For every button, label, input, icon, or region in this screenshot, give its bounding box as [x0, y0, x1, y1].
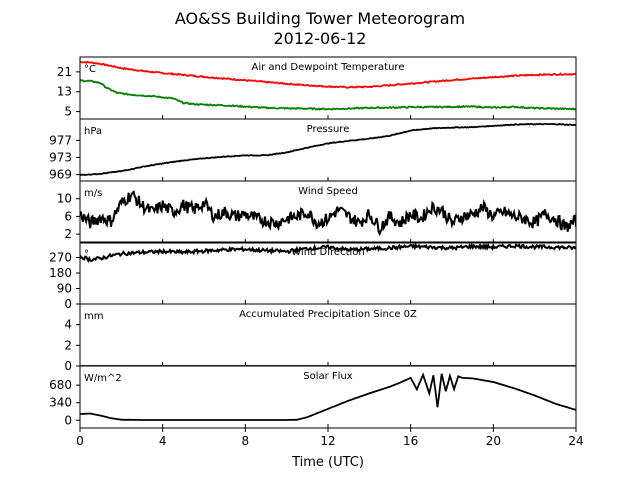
panel-title: Air and Dewpoint Temperature: [252, 62, 405, 73]
y-tick-label: 0: [64, 359, 72, 373]
x-axis: 0 4 8 12 16 20 24: [76, 428, 584, 448]
panel-units: hPa: [84, 126, 102, 137]
series-line-2-0: [80, 190, 576, 237]
y-tick-label: 180: [49, 266, 72, 280]
panel-units: °: [84, 249, 89, 260]
panels-group: 5 13 21 Air and Dewpoint Temperature °C 969 97…: [49, 56, 577, 429]
series-line-0-1: [80, 79, 576, 111]
panel-units: W/m^2: [84, 373, 122, 384]
x-tick-label: 20: [486, 434, 501, 448]
y-tick-label: 977: [49, 133, 72, 147]
panel-5: 0 340 680 Solar Flux W/m^2: [49, 365, 577, 429]
y-tick-label: 13: [57, 85, 72, 99]
x-tick-label: 4: [159, 434, 167, 448]
panel-title: Solar Flux: [303, 371, 353, 382]
series-line-1-0: [80, 122, 576, 177]
y-tick-label: 340: [49, 396, 72, 410]
y-tick-label: 2: [64, 338, 72, 352]
figure-title: AO&SS Building Tower Meteorogram: [175, 9, 465, 28]
series-line-5-0: [80, 372, 576, 421]
y-tick-label: 680: [49, 378, 72, 392]
y-tick-label: 2: [64, 227, 72, 241]
x-tick-label: 24: [568, 434, 583, 448]
panel-units: m/s: [84, 188, 102, 199]
figure-date: 2012-06-12: [274, 29, 367, 48]
y-tick-label: 973: [49, 150, 72, 164]
panel-2: 2 6 10 Wind Speed m/s: [57, 180, 577, 244]
x-tick-label: 0: [76, 434, 84, 448]
x-tick-label: 8: [242, 434, 250, 448]
panel-units: °C: [84, 64, 96, 75]
y-tick-label: 270: [49, 251, 72, 265]
y-tick-label: 0: [64, 297, 72, 311]
panel-title: Accumulated Precipitation Since 0Z: [239, 309, 417, 320]
y-tick-label: 969: [49, 168, 72, 182]
y-tick-label: 5: [64, 105, 72, 119]
series-line-0-0: [80, 60, 576, 89]
y-tick-label: 10: [57, 192, 72, 206]
panel-title: Wind Speed: [298, 186, 358, 197]
panel-title: Pressure: [307, 124, 350, 135]
panel-1: 969 973 977 Pressure hPa: [49, 118, 577, 182]
x-tick-label: 12: [320, 434, 335, 448]
y-tick-label: 6: [64, 209, 72, 223]
x-tick-label: 16: [403, 434, 418, 448]
panel-title: Wind Direction: [291, 247, 365, 258]
y-tick-label: 0: [64, 413, 72, 427]
panel-0: 5 13 21 Air and Dewpoint Temperature °C: [57, 56, 577, 120]
y-tick-label: 4: [64, 318, 72, 332]
series-line-3-0: [80, 242, 576, 264]
x-axis-label: Time (UTC): [291, 455, 364, 470]
panel-4: 0 2 4 Accumulated Precipitation Since 0Z mm: [64, 303, 577, 373]
panel-units: mm: [84, 311, 103, 322]
y-tick-label: 90: [57, 282, 72, 296]
y-tick-label: 21: [57, 65, 72, 79]
